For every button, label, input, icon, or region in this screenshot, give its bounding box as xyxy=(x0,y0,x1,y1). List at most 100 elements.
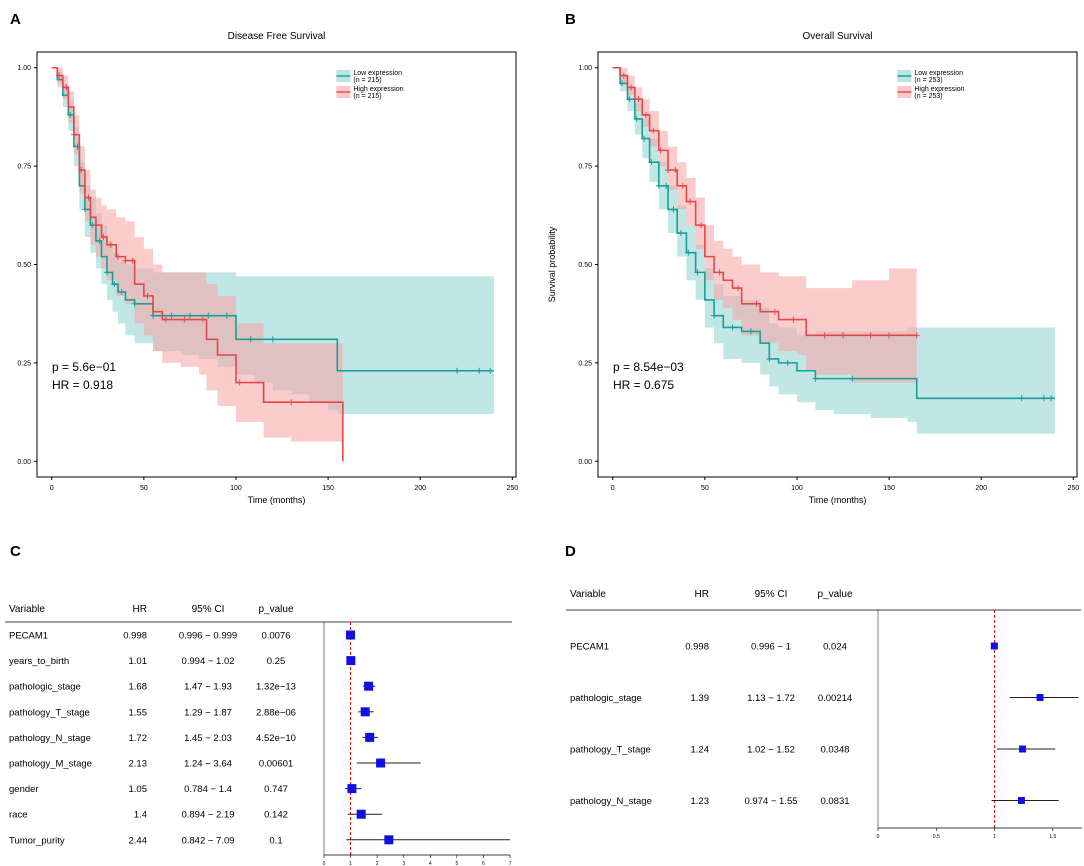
censor-mark-low-expression xyxy=(618,80,625,87)
hazard-ratio-annotation: HR = 0.675 xyxy=(613,378,674,392)
censor-mark-high-expression xyxy=(821,332,828,339)
censor-mark-high-expression xyxy=(100,233,107,240)
y-tick-label: 0.75 xyxy=(578,164,592,171)
x-tick-label: 1 xyxy=(349,861,352,866)
censor-mark-low-expression xyxy=(784,359,791,366)
row-hr: 1.55 xyxy=(129,707,148,718)
y-tick-label: 1.00 xyxy=(17,65,31,72)
row-ci: 0.996 − 0.999 xyxy=(179,631,237,642)
row-p-value: 0.024 xyxy=(823,642,847,653)
row-variable: years_to_birth xyxy=(9,656,69,667)
legend-label-low-expression: Low expression xyxy=(914,70,963,77)
censor-mark-low-expression xyxy=(67,111,74,118)
row-hr: 1.4 xyxy=(134,810,147,821)
censor-mark-low-expression xyxy=(476,367,483,374)
row-variable: pathology_T_stage xyxy=(570,745,651,756)
censor-mark-low-expression xyxy=(766,355,773,362)
x-tick-label: 7 xyxy=(509,861,512,866)
ci-band-high-expression xyxy=(612,67,917,383)
row-ci: 0.894 − 2.19 xyxy=(181,810,234,821)
header-hr: HR xyxy=(695,589,709,600)
y-tick-label: 0.25 xyxy=(578,360,592,367)
censor-mark-high-expression xyxy=(181,316,188,323)
censor-mark-high-expression xyxy=(122,257,129,264)
x-tick-label: 250 xyxy=(506,485,518,492)
censor-mark-low-expression xyxy=(694,269,701,276)
row-ci: 1.02 − 1.52 xyxy=(747,745,795,756)
censor-mark-high-expression xyxy=(913,332,920,339)
censor-mark-low-expression xyxy=(747,328,754,335)
ci-band-low-expression xyxy=(612,67,1055,434)
censor-mark-low-expression xyxy=(487,367,494,374)
censor-mark-high-expression xyxy=(642,111,649,118)
censor-mark-high-expression xyxy=(790,316,797,323)
y-axis-label: Survival probability xyxy=(547,226,557,302)
row-ci: 1.47 − 1.93 xyxy=(184,682,232,693)
row-ci: 1.24 − 3.64 xyxy=(184,759,232,770)
legend-n-high-expression: (n = 215) xyxy=(353,93,381,100)
x-tick-label: 50 xyxy=(140,485,148,492)
censor-mark-low-expression xyxy=(677,230,684,237)
censor-mark-high-expression xyxy=(753,300,760,307)
forest-plot-c: Variable HR 95% CI p_value PECAM1 0.998 0.996 … xyxy=(5,604,512,866)
censor-mark-high-expression xyxy=(85,194,92,201)
row-variable: PECAM1 xyxy=(9,631,48,642)
hr-point xyxy=(347,784,357,794)
censor-mark-low-expression xyxy=(648,159,655,166)
censor-mark-low-expression xyxy=(205,312,212,319)
row-p-value: 0.0348 xyxy=(820,745,849,756)
y-tick-label: 1.00 xyxy=(578,65,592,72)
censor-mark-low-expression xyxy=(1018,395,1025,402)
x-tick-label: 1.5 xyxy=(1049,834,1056,840)
censor-mark-high-expression xyxy=(867,332,874,339)
panel-label-b: B xyxy=(565,11,576,28)
row-hr: 2.13 xyxy=(129,759,148,770)
censor-mark-high-expression xyxy=(63,84,70,91)
row-ci: 0.842 − 7.09 xyxy=(181,835,234,846)
censor-mark-low-expression xyxy=(168,312,175,319)
censor-mark-high-expression xyxy=(162,316,169,323)
hr-point xyxy=(376,758,386,768)
censor-mark-low-expression xyxy=(626,96,633,103)
x-tick-label: 150 xyxy=(883,485,895,492)
panel-label-d: D xyxy=(565,543,576,560)
x-axis-label: Time (months) xyxy=(248,495,306,505)
row-ci: 1.13 − 1.72 xyxy=(747,693,795,704)
row-p-value: 0.747 xyxy=(264,784,288,795)
row-hr: 1.72 xyxy=(129,733,148,744)
censor-mark-high-expression xyxy=(115,253,122,260)
row-ci: 0.974 − 1.55 xyxy=(744,796,797,807)
hr-point xyxy=(365,732,375,742)
censor-mark-low-expression xyxy=(223,312,230,319)
legend-n-low-expression: (n = 215) xyxy=(353,77,381,84)
censor-mark-low-expression xyxy=(104,269,111,276)
x-tick-label: 2 xyxy=(376,861,379,866)
x-tick-label: 250 xyxy=(1067,485,1079,492)
y-tick-label: 0.00 xyxy=(17,459,31,466)
x-tick-label: 4 xyxy=(429,861,432,866)
censor-mark-high-expression xyxy=(620,72,627,79)
y-tick-label: 0.50 xyxy=(17,262,31,269)
y-tick-label: 0.50 xyxy=(578,262,592,269)
hr-point xyxy=(384,835,394,845)
censor-mark-high-expression xyxy=(129,257,136,264)
row-ci: 1.45 − 2.03 xyxy=(184,733,232,744)
row-variable: pathology_M_stage xyxy=(9,759,92,770)
row-hr: 1.24 xyxy=(691,745,710,756)
row-ci: 0.994 − 1.02 xyxy=(181,656,234,667)
chart-title: Disease Free Survival xyxy=(228,31,326,42)
row-p-value: 0.142 xyxy=(264,810,288,821)
censor-mark-high-expression xyxy=(199,316,206,323)
censor-mark-low-expression xyxy=(655,182,662,189)
row-p-value: 0.0831 xyxy=(820,796,849,807)
censor-mark-low-expression xyxy=(150,312,157,319)
row-p-value: 0.00214 xyxy=(818,693,852,704)
censor-mark-low-expression xyxy=(641,135,648,142)
row-variable: pathologic_stage xyxy=(570,693,642,704)
censor-mark-low-expression xyxy=(96,237,103,244)
y-tick-label: 0.00 xyxy=(578,459,592,466)
row-variable: pathology_N_stage xyxy=(9,733,91,744)
row-hr: 1.05 xyxy=(129,784,148,795)
row-hr: 1.68 xyxy=(129,682,148,693)
ci-band-high-expression xyxy=(51,67,343,462)
